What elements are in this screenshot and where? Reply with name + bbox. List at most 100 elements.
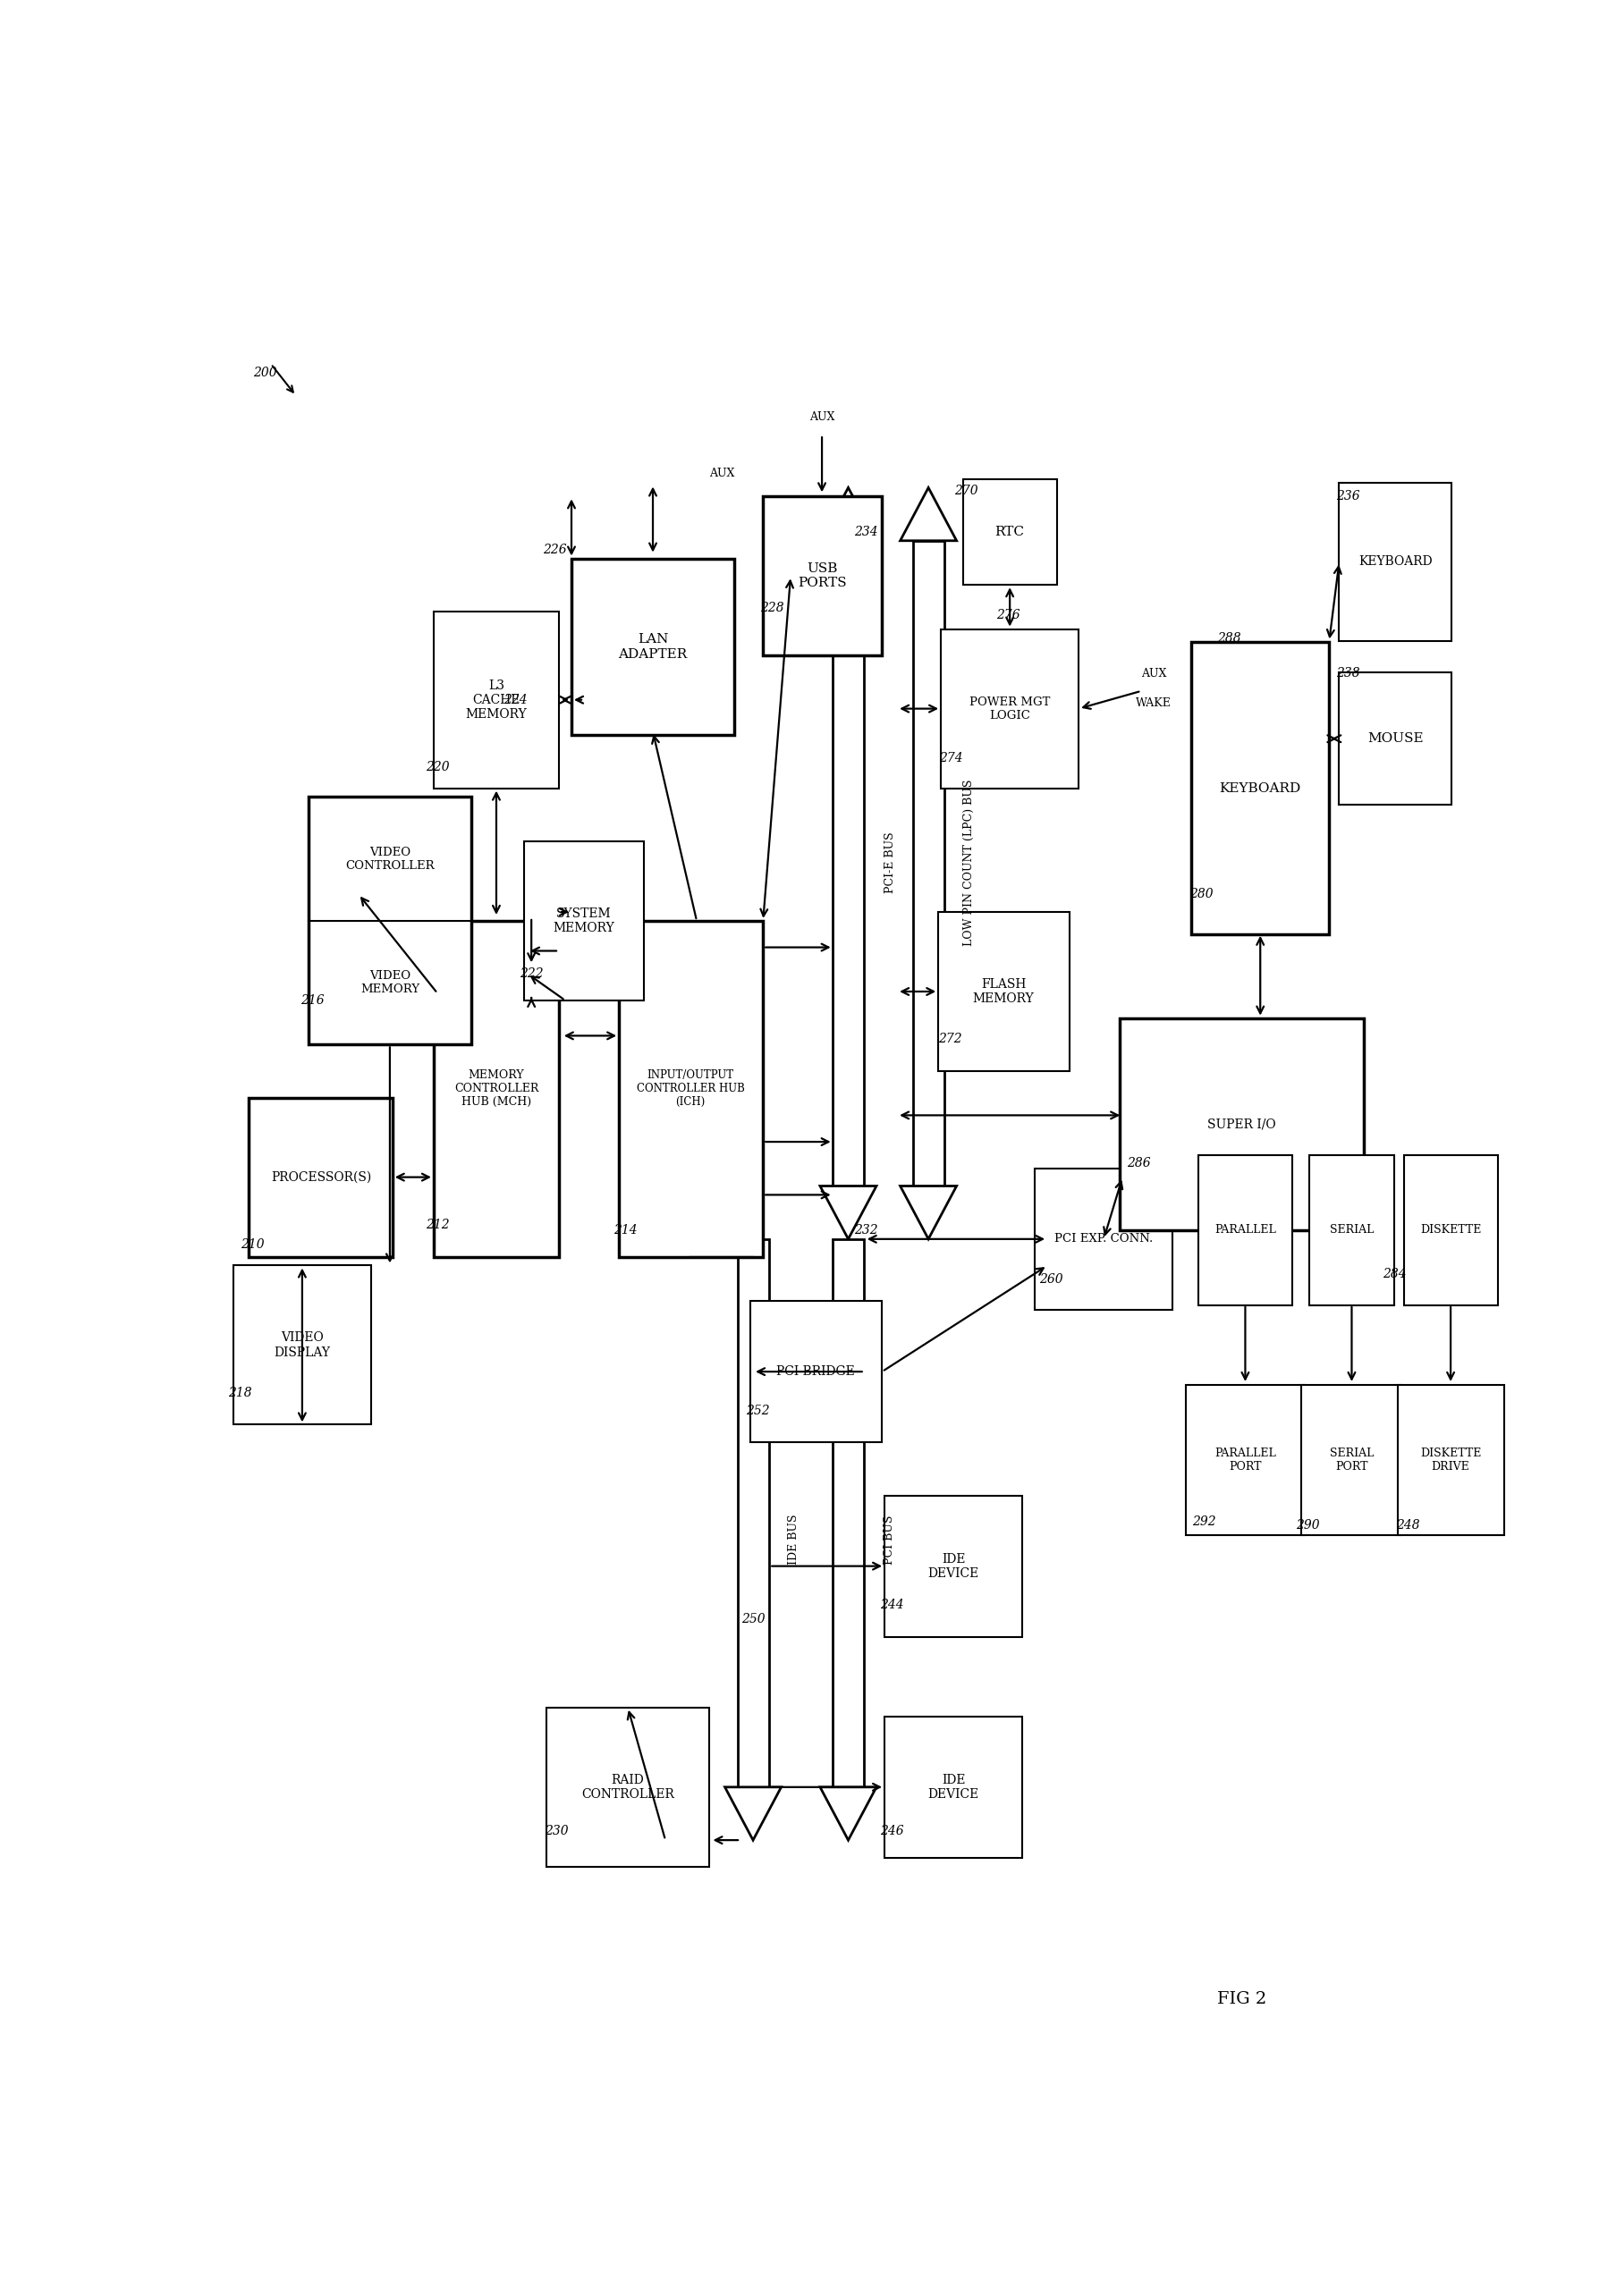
Text: 220: 220 <box>425 760 449 774</box>
Text: MEMORY
CONTROLLER
HUB (MCH): MEMORY CONTROLLER HUB (MCH) <box>454 1070 538 1109</box>
FancyBboxPatch shape <box>1191 643 1328 934</box>
Text: L3
CACHE
MEMORY: L3 CACHE MEMORY <box>465 680 527 721</box>
Text: MOUSE: MOUSE <box>1367 732 1424 744</box>
FancyBboxPatch shape <box>525 840 643 1001</box>
FancyBboxPatch shape <box>884 1717 1023 1857</box>
FancyBboxPatch shape <box>884 1495 1023 1637</box>
FancyBboxPatch shape <box>619 921 763 1256</box>
Text: RAID
CONTROLLER: RAID CONTROLLER <box>582 1773 674 1800</box>
FancyBboxPatch shape <box>1340 482 1451 641</box>
Text: FIG 2: FIG 2 <box>1217 1991 1267 2007</box>
Text: 218: 218 <box>228 1387 252 1398</box>
Text: 210: 210 <box>241 1238 263 1251</box>
FancyBboxPatch shape <box>249 1097 393 1256</box>
Text: 260: 260 <box>1039 1274 1063 1286</box>
Text: VIDEO
MEMORY: VIDEO MEMORY <box>360 971 420 994</box>
Text: SYSTEM
MEMORY: SYSTEM MEMORY <box>553 907 614 934</box>
FancyBboxPatch shape <box>1340 673 1451 806</box>
Text: POWER MGT
LOGIC: POWER MGT LOGIC <box>970 696 1050 721</box>
FancyBboxPatch shape <box>1186 1384 1304 1536</box>
FancyBboxPatch shape <box>1398 1384 1504 1536</box>
Text: AUX: AUX <box>1141 668 1167 680</box>
Polygon shape <box>819 1786 876 1839</box>
Text: 276: 276 <box>997 608 1020 622</box>
Text: 230: 230 <box>545 1825 569 1837</box>
FancyBboxPatch shape <box>832 540 865 1187</box>
Text: DISKETTE
DRIVE: DISKETTE DRIVE <box>1420 1446 1482 1472</box>
FancyBboxPatch shape <box>1404 1155 1498 1306</box>
Polygon shape <box>819 487 876 540</box>
FancyBboxPatch shape <box>1034 1169 1173 1309</box>
Text: 236: 236 <box>1336 491 1359 503</box>
Text: PCI EXP. CONN.: PCI EXP. CONN. <box>1054 1233 1154 1244</box>
Text: 226: 226 <box>543 544 567 556</box>
Text: INPUT/OUTPUT
CONTROLLER HUB
(ICH): INPUT/OUTPUT CONTROLLER HUB (ICH) <box>637 1070 745 1109</box>
Text: LOW PIN COUNT (LPC) BUS: LOW PIN COUNT (LPC) BUS <box>963 778 974 946</box>
FancyBboxPatch shape <box>433 921 559 1256</box>
FancyBboxPatch shape <box>433 611 559 788</box>
Text: 244: 244 <box>881 1598 903 1612</box>
Text: WAKE: WAKE <box>1136 698 1172 709</box>
FancyBboxPatch shape <box>963 480 1057 585</box>
FancyBboxPatch shape <box>572 558 734 735</box>
Text: 284: 284 <box>1382 1267 1406 1281</box>
FancyBboxPatch shape <box>546 1708 709 1867</box>
Text: KEYBOARD: KEYBOARD <box>1359 556 1432 567</box>
Text: AUX: AUX <box>810 411 834 422</box>
Text: PARALLEL: PARALLEL <box>1215 1224 1277 1235</box>
Text: 248: 248 <box>1396 1520 1420 1531</box>
Text: 232: 232 <box>853 1224 877 1238</box>
Text: 286: 286 <box>1126 1157 1151 1169</box>
Text: PARALLEL
PORT: PARALLEL PORT <box>1215 1446 1277 1472</box>
Text: LAN
ADAPTER: LAN ADAPTER <box>619 634 687 661</box>
Text: RTC: RTC <box>995 526 1025 537</box>
FancyBboxPatch shape <box>913 540 944 1187</box>
Text: 212: 212 <box>425 1219 449 1231</box>
Text: 246: 246 <box>881 1825 903 1837</box>
Text: IDE
DEVICE: IDE DEVICE <box>928 1773 979 1800</box>
Text: SUPER I/O: SUPER I/O <box>1207 1118 1275 1130</box>
Text: 216: 216 <box>301 994 325 1006</box>
Text: 274: 274 <box>939 751 963 765</box>
Text: SERIAL
PORT: SERIAL PORT <box>1330 1446 1374 1472</box>
FancyBboxPatch shape <box>233 1265 372 1424</box>
Text: 200: 200 <box>252 367 276 379</box>
FancyBboxPatch shape <box>1301 1384 1401 1536</box>
FancyBboxPatch shape <box>941 629 1078 788</box>
Text: 228: 228 <box>760 602 784 613</box>
Text: PCI BRIDGE: PCI BRIDGE <box>776 1366 855 1378</box>
Text: IDE
DEVICE: IDE DEVICE <box>928 1552 979 1580</box>
Text: DISKETTE: DISKETTE <box>1420 1224 1482 1235</box>
Text: 292: 292 <box>1193 1515 1215 1529</box>
Text: AUX: AUX <box>709 468 734 480</box>
FancyBboxPatch shape <box>309 797 472 1045</box>
Text: VIDEO
DISPLAY: VIDEO DISPLAY <box>275 1332 330 1359</box>
FancyBboxPatch shape <box>1199 1155 1293 1306</box>
Text: 250: 250 <box>742 1612 764 1626</box>
Polygon shape <box>726 1786 781 1839</box>
FancyBboxPatch shape <box>1120 1017 1364 1231</box>
Text: IDE BUS: IDE BUS <box>789 1515 800 1566</box>
Polygon shape <box>819 1187 876 1240</box>
FancyBboxPatch shape <box>832 1240 865 1786</box>
Text: 272: 272 <box>937 1033 962 1045</box>
Text: KEYBOARD: KEYBOARD <box>1220 783 1301 794</box>
Text: 214: 214 <box>614 1224 637 1238</box>
Text: 288: 288 <box>1217 631 1241 645</box>
FancyBboxPatch shape <box>763 496 881 657</box>
Text: 280: 280 <box>1189 889 1214 900</box>
Text: PCI-E BUS: PCI-E BUS <box>884 831 897 893</box>
Polygon shape <box>900 487 957 540</box>
Text: 224: 224 <box>503 693 527 707</box>
Text: 270: 270 <box>953 484 978 498</box>
Text: VIDEO
CONTROLLER: VIDEO CONTROLLER <box>346 847 435 872</box>
Text: 290: 290 <box>1296 1520 1320 1531</box>
Text: 234: 234 <box>853 526 877 537</box>
Text: FLASH
MEMORY: FLASH MEMORY <box>973 978 1034 1006</box>
FancyBboxPatch shape <box>737 1240 769 1786</box>
FancyBboxPatch shape <box>937 912 1070 1070</box>
Text: PROCESSOR(S): PROCESSOR(S) <box>271 1171 372 1182</box>
Text: 238: 238 <box>1336 668 1359 680</box>
FancyBboxPatch shape <box>1309 1155 1395 1306</box>
Text: 252: 252 <box>747 1405 769 1417</box>
